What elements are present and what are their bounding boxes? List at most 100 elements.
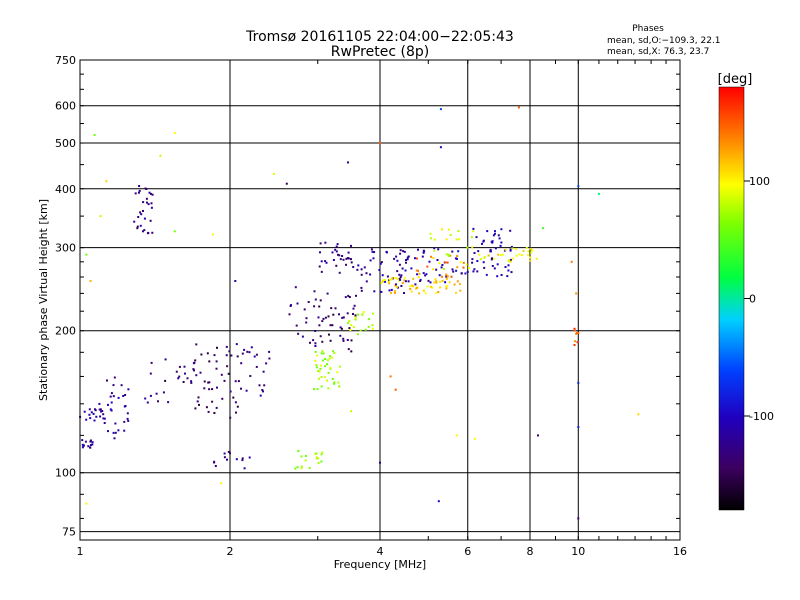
data-point <box>472 270 475 273</box>
data-point <box>333 352 336 355</box>
grid <box>80 59 680 540</box>
data-point <box>241 459 244 462</box>
data-point <box>437 248 440 251</box>
data-point <box>486 230 489 233</box>
data-point <box>441 275 443 278</box>
data-point <box>372 257 375 260</box>
data-point <box>399 278 402 281</box>
data-point <box>89 440 92 443</box>
data-point <box>356 333 359 336</box>
data-point <box>103 422 106 424</box>
data-point <box>211 388 214 391</box>
data-point <box>492 234 495 237</box>
data-point <box>194 359 197 362</box>
data-point <box>112 384 115 387</box>
data-point <box>458 238 461 241</box>
data-point <box>515 254 518 257</box>
data-point <box>317 457 319 460</box>
data-point <box>409 285 412 288</box>
data-point <box>137 216 140 218</box>
data-point <box>438 274 441 277</box>
data-point <box>333 381 336 384</box>
data-point <box>345 263 347 266</box>
data-point <box>403 292 405 294</box>
data-point <box>444 281 447 284</box>
data-point <box>427 279 430 282</box>
data-point <box>225 354 228 357</box>
data-point <box>496 263 499 266</box>
data-point <box>462 266 465 269</box>
data-point <box>136 225 139 228</box>
data-point <box>235 411 237 414</box>
data-point <box>577 381 580 384</box>
data-point <box>341 316 344 319</box>
data-point <box>464 272 467 275</box>
data-point <box>445 253 448 256</box>
data-point <box>190 380 193 383</box>
data-point <box>241 352 244 355</box>
data-point <box>473 252 476 254</box>
data-point <box>509 248 512 251</box>
data-point <box>511 247 514 250</box>
data-point <box>139 211 142 214</box>
data-point <box>318 305 321 308</box>
data-point <box>234 280 237 282</box>
colorbar-tick-label: -100 <box>749 410 774 423</box>
data-point <box>494 230 496 233</box>
data-point <box>406 258 409 261</box>
data-point <box>117 429 120 432</box>
data-point <box>359 329 362 332</box>
data-point <box>573 329 576 332</box>
data-point <box>192 362 195 365</box>
data-point <box>112 431 115 434</box>
data-point <box>407 280 410 283</box>
data-point <box>319 251 321 254</box>
data-point <box>494 247 497 250</box>
data-point <box>386 275 389 278</box>
data-point <box>346 312 349 315</box>
data-point <box>230 354 233 357</box>
data-point <box>146 201 148 204</box>
data-point <box>446 276 449 279</box>
data-point <box>444 261 447 264</box>
data-point <box>123 420 126 423</box>
data-point <box>90 439 92 442</box>
x-tick-label: 16 <box>673 545 687 558</box>
data-point <box>414 283 417 286</box>
data-point <box>574 340 576 343</box>
data-point <box>319 242 322 245</box>
data-point <box>288 313 291 316</box>
data-point <box>449 233 452 236</box>
data-point <box>212 233 215 236</box>
data-point <box>243 467 246 470</box>
data-point <box>447 253 450 256</box>
data-point <box>509 229 512 232</box>
data-point <box>324 316 327 319</box>
data-point <box>422 251 425 254</box>
data-point <box>245 389 248 392</box>
data-point <box>577 332 580 334</box>
data-point <box>304 455 307 457</box>
data-point <box>380 281 383 284</box>
data-point <box>225 345 228 348</box>
data-point <box>371 324 374 327</box>
data-point <box>350 324 353 327</box>
data-point <box>319 299 322 302</box>
data-point <box>460 272 463 275</box>
data-point <box>422 289 425 292</box>
data-point <box>327 387 330 390</box>
data-point <box>229 390 232 393</box>
data-point <box>100 410 103 413</box>
data-point <box>350 339 353 342</box>
data-point <box>319 367 322 370</box>
data-point <box>360 273 363 276</box>
data-point <box>124 394 127 396</box>
data-point <box>522 249 525 252</box>
data-point <box>194 407 197 410</box>
data-point <box>451 250 454 253</box>
data-point <box>114 431 117 434</box>
colorbar <box>718 86 745 511</box>
data-point <box>243 348 246 351</box>
data-point <box>331 251 334 254</box>
data-point <box>350 350 353 353</box>
